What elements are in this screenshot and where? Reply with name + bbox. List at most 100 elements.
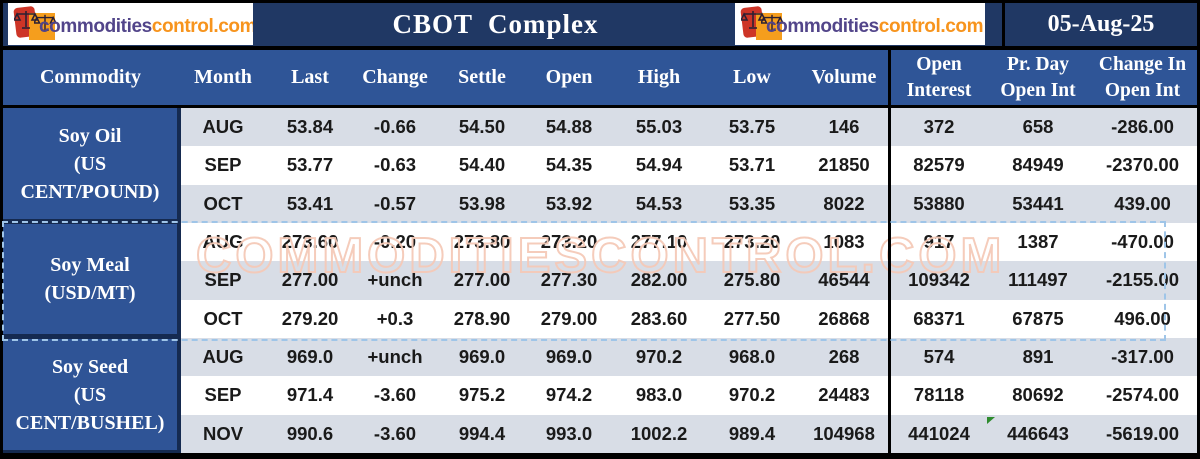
cell-settle[interactable]: 54.40 — [458, 154, 506, 176]
cell-settle[interactable]: 277.00 — [453, 269, 511, 291]
cell-month[interactable]: SEP — [204, 384, 242, 406]
cell-change[interactable]: -0.66 — [373, 116, 417, 138]
cell-low[interactable]: 989.4 — [728, 422, 776, 444]
cell-settle[interactable]: 975.2 — [458, 384, 506, 406]
cell-prday-open-int[interactable]: 53441 — [1012, 192, 1064, 214]
cell-open[interactable]: 273.20 — [540, 231, 598, 253]
cell-low[interactable]: 53.75 — [728, 116, 776, 138]
cell-volume[interactable]: 268 — [828, 346, 860, 368]
cell-open-interest[interactable]: 372 — [923, 116, 955, 138]
cell-prday-open-int[interactable]: 111497 — [1008, 269, 1068, 291]
cell-low[interactable]: 53.71 — [728, 154, 776, 176]
cell-open-interest[interactable]: 109342 — [908, 269, 970, 291]
cell-last[interactable]: 279.20 — [281, 307, 339, 329]
cell-change-open-int[interactable]: -2574.00 — [1105, 384, 1180, 406]
cell-low[interactable]: 273.20 — [723, 231, 781, 253]
cell-month[interactable]: SEP — [204, 154, 242, 176]
cell-high[interactable]: 1002.2 — [630, 422, 688, 444]
cell-open[interactable]: 53.92 — [545, 192, 593, 214]
cell-volume[interactable]: 146 — [828, 116, 860, 138]
commoditiescontrol-logo-right[interactable]: commoditiescontrol.com — [735, 3, 985, 45]
cell-low[interactable]: 970.2 — [728, 384, 776, 406]
cell-month[interactable]: OCT — [203, 192, 243, 214]
cell-high[interactable]: 54.53 — [635, 192, 683, 214]
cell-open-interest[interactable]: 917 — [923, 231, 955, 253]
cell-last[interactable]: 273.60 — [281, 231, 339, 253]
cell-volume[interactable]: 26868 — [818, 307, 870, 329]
cell-prday-open-int[interactable]: 80692 — [1012, 384, 1064, 406]
cell-last[interactable]: 969.0 — [286, 346, 334, 368]
cell-change-open-int[interactable]: -2370.00 — [1105, 154, 1180, 176]
cell-change-open-int[interactable]: 496.00 — [1114, 307, 1171, 329]
cell-last[interactable]: 990.6 — [286, 422, 334, 444]
cell-change-open-int[interactable]: -2155.00 — [1105, 269, 1180, 291]
cell-prday-open-int[interactable]: 891 — [1022, 346, 1054, 368]
cell-high[interactable]: 970.2 — [635, 346, 683, 368]
cell-open-interest[interactable]: 441024 — [908, 422, 970, 444]
cell-month[interactable]: AUG — [202, 346, 244, 368]
cell-high[interactable]: 983.0 — [635, 384, 683, 406]
cell-high[interactable]: 277.10 — [630, 231, 688, 253]
cell-change-open-int[interactable]: -317.00 — [1111, 346, 1174, 368]
cell-high[interactable]: 54.94 — [635, 154, 683, 176]
cell-settle[interactable]: 278.90 — [453, 307, 511, 329]
cell-high[interactable]: 55.03 — [635, 116, 683, 138]
cell-last[interactable]: 277.00 — [281, 269, 339, 291]
cell-volume[interactable]: 24483 — [818, 384, 870, 406]
cell-open[interactable]: 54.88 — [545, 116, 593, 138]
cell-month[interactable]: SEP — [204, 269, 242, 291]
cell-change-open-int[interactable]: -470.00 — [1111, 231, 1174, 253]
cell-change[interactable]: -3.60 — [373, 422, 417, 444]
cell-volume[interactable]: 8022 — [823, 192, 865, 214]
cell-settle[interactable]: 53.98 — [458, 192, 506, 214]
cell-last[interactable]: 53.84 — [286, 116, 334, 138]
cell-settle[interactable]: 994.4 — [458, 422, 506, 444]
cell-last[interactable]: 53.77 — [286, 154, 334, 176]
cell-last[interactable]: 971.4 — [286, 384, 334, 406]
cell-volume[interactable]: 46544 — [818, 269, 870, 291]
cell-prday-open-int[interactable]: 67875 — [1012, 307, 1064, 329]
cell-settle[interactable]: 273.80 — [453, 231, 511, 253]
cell-change[interactable]: -0.63 — [373, 154, 417, 176]
cell-change-open-int[interactable]: -5619.00 — [1105, 422, 1180, 444]
cell-volume[interactable]: 21850 — [818, 154, 870, 176]
cell-prday-open-int[interactable]: 658 — [1022, 116, 1054, 138]
cell-settle[interactable]: 969.0 — [458, 346, 506, 368]
cell-open[interactable]: 277.30 — [540, 269, 598, 291]
cell-open[interactable]: 54.35 — [545, 154, 593, 176]
cell-open-interest[interactable]: 574 — [923, 346, 955, 368]
cell-last[interactable]: 53.41 — [286, 192, 334, 214]
cell-change[interactable]: +unch — [367, 346, 423, 368]
cell-low[interactable]: 275.80 — [723, 269, 781, 291]
commoditiescontrol-logo[interactable]: commoditiescontrol.com — [8, 3, 253, 45]
cell-open[interactable]: 993.0 — [545, 422, 593, 444]
cell-open[interactable]: 969.0 — [545, 346, 593, 368]
cell-month[interactable]: AUG — [202, 231, 244, 253]
cell-open-interest[interactable]: 82579 — [913, 154, 965, 176]
cell-change[interactable]: +unch — [367, 269, 423, 291]
cell-change[interactable]: -0.20 — [373, 231, 417, 253]
cell-change-open-int[interactable]: -286.00 — [1111, 116, 1174, 138]
cell-open[interactable]: 974.2 — [545, 384, 593, 406]
cell-open-interest[interactable]: 68371 — [913, 307, 965, 329]
cell-month[interactable]: AUG — [202, 116, 244, 138]
cell-change[interactable]: -3.60 — [373, 384, 417, 406]
cell-month[interactable]: OCT — [203, 307, 243, 329]
cell-volume[interactable]: 104968 — [813, 422, 875, 444]
cell-prday-open-int[interactable]: 446643 — [1007, 422, 1069, 444]
cell-high[interactable]: 283.60 — [630, 307, 688, 329]
cell-open-interest[interactable]: 53880 — [913, 192, 965, 214]
cell-change[interactable]: -0.57 — [373, 192, 417, 214]
cell-open[interactable]: 279.00 — [540, 307, 598, 329]
cell-low[interactable]: 968.0 — [728, 346, 776, 368]
cell-open-interest[interactable]: 78118 — [913, 384, 965, 406]
cell-low[interactable]: 277.50 — [723, 307, 781, 329]
cell-prday-open-int[interactable]: 84949 — [1012, 154, 1064, 176]
cell-prday-open-int[interactable]: 1387 — [1017, 231, 1059, 253]
cell-change[interactable]: +0.3 — [376, 307, 414, 329]
cell-volume[interactable]: 1083 — [823, 231, 865, 253]
cell-low[interactable]: 53.35 — [728, 192, 776, 214]
cell-month[interactable]: NOV — [202, 422, 244, 444]
cell-high[interactable]: 282.00 — [630, 269, 688, 291]
cell-change-open-int[interactable]: 439.00 — [1114, 192, 1171, 214]
